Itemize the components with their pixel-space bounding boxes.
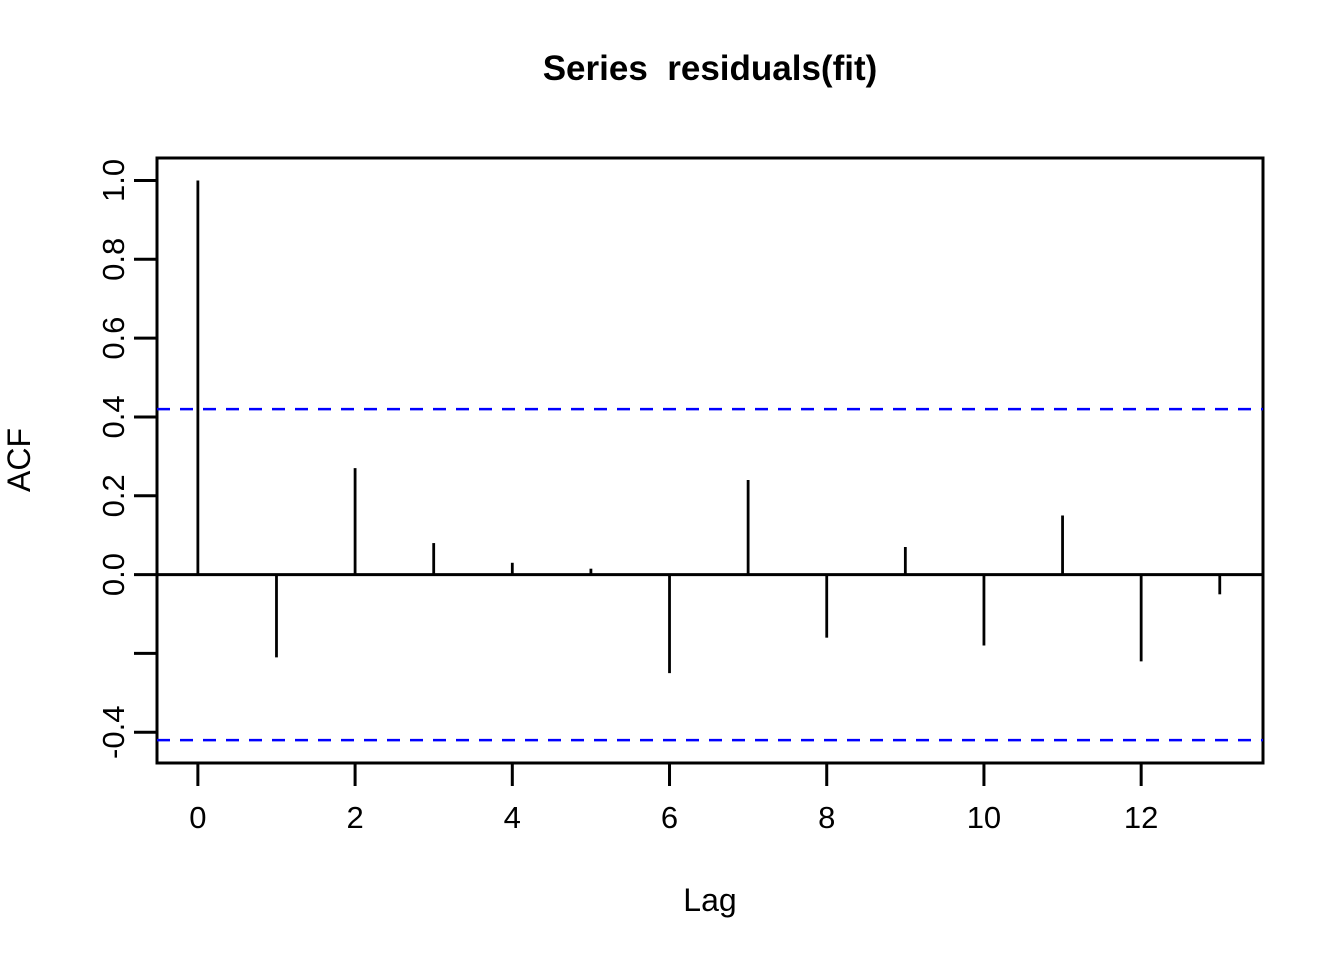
y-tick-label: 0.8 <box>96 238 131 281</box>
y-tick-label: 0.6 <box>96 317 131 360</box>
y-tick-label: -0.4 <box>96 706 131 759</box>
chart-title: Series residuals(fit) <box>543 49 878 88</box>
y-tick-label: 0.0 <box>96 553 131 596</box>
y-tick-label: 1.0 <box>96 159 131 202</box>
x-axis-title: Lag <box>683 882 736 918</box>
x-tick-label: 2 <box>346 800 363 835</box>
x-tick-label: 12 <box>1124 800 1158 835</box>
x-tick-label: 10 <box>967 800 1001 835</box>
x-tick-label: 4 <box>504 800 521 835</box>
plot-area: 0 2 4 6 8 10 12 1.0 0.8 0.6 0.4 0.2 0.0 -0.4 <box>96 156 1265 835</box>
x-tick-label: 6 <box>661 800 678 835</box>
x-tick-label: 8 <box>818 800 835 835</box>
y-axis-title: ACF <box>1 428 37 492</box>
x-tick-label: 0 <box>189 800 206 835</box>
y-tick-label: 0.2 <box>96 474 131 517</box>
y-tick-label: 0.4 <box>96 395 131 438</box>
plot-border <box>155 156 1265 765</box>
